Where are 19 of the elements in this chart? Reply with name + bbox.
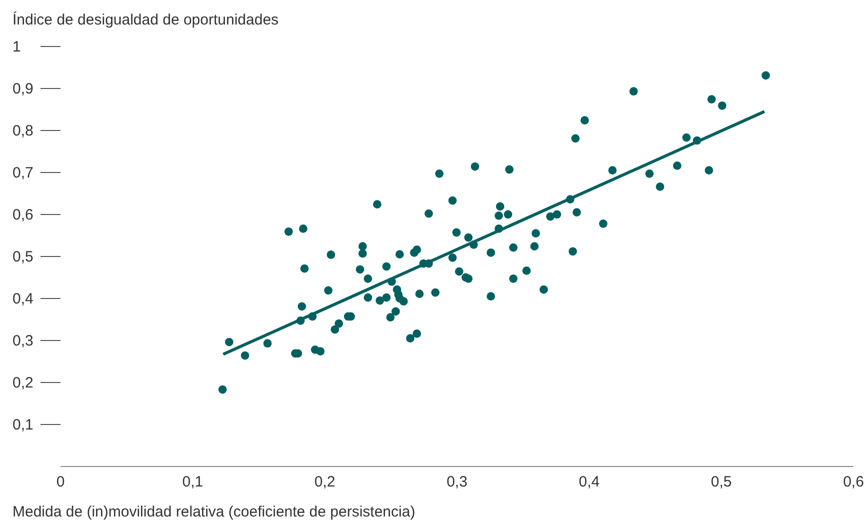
x-tick-label: 0,5 [710, 474, 732, 490]
x-tick-label: 0,4 [578, 474, 600, 490]
x-axis-title: Medida de (in)movilidad relativa (coeficiente de persistencia) [12, 504, 416, 520]
y-tick-label: 0,2 [12, 374, 34, 392]
y-tick-label: 0,7 [12, 164, 34, 182]
y-tick-label: 0,4 [12, 290, 34, 308]
x-tick-label: 0,3 [446, 474, 468, 490]
x-tick-label: 0,1 [182, 474, 204, 490]
y-tick-label: 0,8 [12, 122, 34, 140]
x-tick-label: 0 [56, 474, 65, 490]
y-tick-label: 0,5 [12, 248, 34, 266]
y-axis-title: Índice de desigualdad de oportunidades [12, 10, 279, 28]
y-tick-label: 0,9 [12, 80, 34, 98]
y-tick-label: 0,3 [12, 332, 34, 350]
x-tick-label: 0,2 [314, 474, 336, 490]
x-tick-label: 0,6 [843, 474, 864, 490]
y-tick-label: 0,6 [12, 206, 34, 224]
y-tick-label: 1 [12, 38, 21, 56]
y-tick-label: 0,1 [12, 416, 34, 434]
